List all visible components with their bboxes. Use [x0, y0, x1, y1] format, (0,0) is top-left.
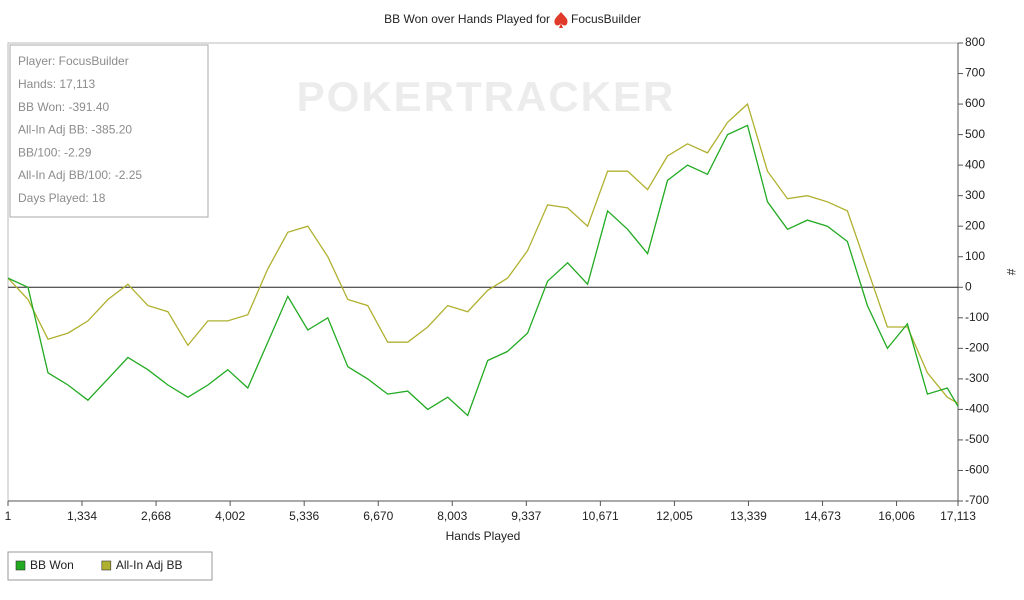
y-tick-label: -100 [965, 310, 989, 324]
stat-line: All-In Adj BB/100: -2.25 [18, 168, 142, 182]
legend-label: All-In Adj BB [116, 558, 183, 572]
y-tick-label: 100 [965, 249, 985, 263]
y-tick-label: 300 [965, 188, 985, 202]
series-line [7, 102, 959, 404]
series-line [7, 124, 959, 417]
y-tick-label: 600 [965, 96, 985, 110]
stats-box [9, 44, 209, 218]
y-tick-label: -400 [965, 402, 989, 416]
y-tick-label: 700 [965, 66, 985, 80]
stat-line: Days Played: 18 [18, 191, 106, 205]
y-tick-label: 0 [965, 279, 972, 293]
x-tick-label: 5,336 [289, 509, 319, 523]
player-icon [554, 12, 568, 28]
stat-line: All-In Adj BB: -385.20 [18, 123, 132, 137]
y-tick-label: -500 [965, 432, 989, 446]
x-tick-label: 12,005 [656, 509, 693, 523]
stat-line: Player: FocusBuilder [18, 54, 129, 68]
y-tick-label: 400 [965, 157, 985, 171]
x-tick-label: 17,113 [940, 509, 976, 523]
y-tick-label: 500 [965, 127, 985, 141]
x-tick-label: 6,670 [363, 509, 393, 523]
x-tick-label: 8,003 [437, 509, 467, 523]
legend-swatch [101, 560, 112, 571]
stat-line: BB/100: -2.29 [18, 145, 92, 159]
y-tick-label: -700 [965, 493, 989, 507]
legend-label: BB Won [30, 558, 74, 572]
x-tick-label: 2,668 [141, 509, 171, 523]
x-tick-label: 10,671 [582, 509, 619, 523]
stat-line: Hands: 17,113 [18, 77, 95, 91]
x-axis-label: Hands Played [446, 529, 521, 543]
x-tick-label: 13,339 [730, 509, 767, 523]
x-tick-label: 9,337 [511, 509, 541, 523]
y-tick-label: 800 [965, 35, 985, 49]
x-tick-label: 16,006 [878, 509, 915, 523]
legend-swatch [15, 560, 26, 571]
stat-line: BB Won: -391.40 [18, 100, 109, 114]
x-tick-label: 1 [5, 509, 12, 523]
watermark: POKERTRACKER [297, 73, 676, 120]
y-tick-label: -600 [965, 463, 989, 477]
y-tick-label: -300 [965, 371, 989, 385]
chart-title: BB Won over Hands Played for [384, 12, 550, 26]
y-tick-label: -200 [965, 341, 989, 355]
x-tick-label: 1,334 [67, 509, 97, 523]
x-tick-label: 4,002 [215, 509, 245, 523]
y-axis-label: # [1004, 269, 1018, 276]
x-tick-label: 14,673 [804, 509, 841, 523]
chart-title-player: FocusBuilder [571, 12, 641, 26]
y-tick-label: 200 [965, 218, 985, 232]
